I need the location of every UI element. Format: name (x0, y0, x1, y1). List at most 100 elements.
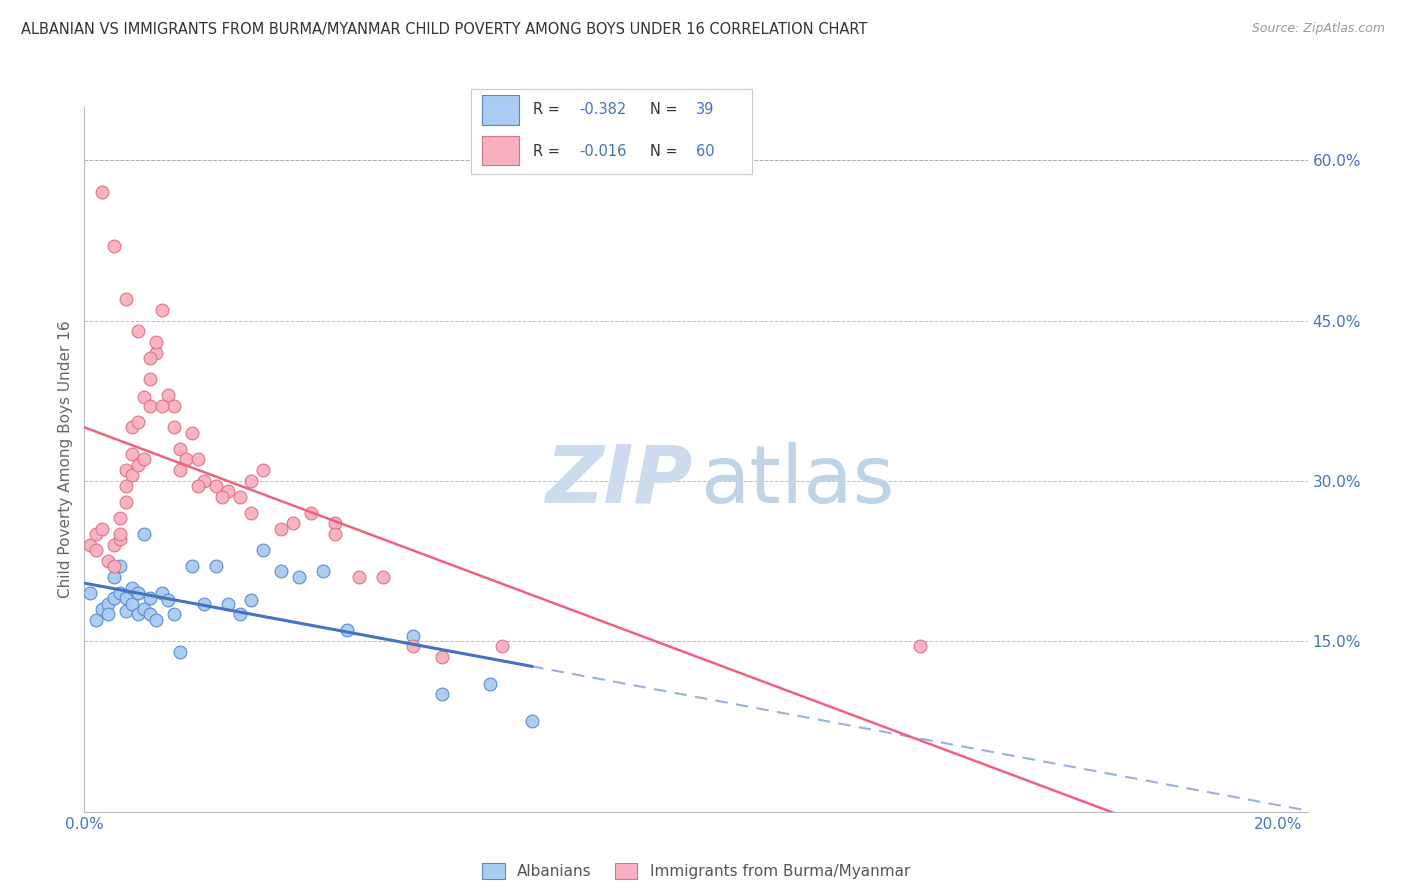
Point (288, 570, 311, 584)
Point (108, 586, 131, 600)
Point (336, 624, 359, 638)
Point (127, 324, 149, 338)
Point (193, 474, 215, 488)
Point (132, 452, 155, 467)
Point (270, 565, 292, 579)
Point (97, 597, 120, 611)
Point (115, 463, 138, 477)
Text: ZIP: ZIP (546, 442, 692, 519)
Text: -0.382: -0.382 (579, 103, 627, 118)
Text: Source: ZipAtlas.com: Source: ZipAtlas.com (1251, 22, 1385, 36)
Point (156, 388, 179, 402)
Text: N =: N = (650, 144, 682, 159)
Point (103, 570, 125, 584)
Point (108, 559, 131, 574)
Point (187, 479, 209, 493)
Point (121, 597, 143, 611)
Point (432, 687, 454, 701)
Point (79, 586, 101, 600)
Point (180, 559, 202, 574)
Point (115, 495, 138, 509)
Point (163, 399, 186, 413)
Bar (482, 136, 519, 165)
Point (163, 607, 186, 622)
Point (127, 415, 149, 429)
Point (103, 559, 125, 574)
Point (323, 527, 346, 541)
Point (491, 639, 513, 653)
Text: N =: N = (650, 103, 682, 118)
Point (121, 468, 143, 483)
Point (163, 420, 186, 434)
Point (169, 442, 191, 456)
Point (127, 586, 149, 600)
Point (211, 490, 233, 504)
Point (180, 425, 202, 440)
Point (91, 186, 114, 200)
Point (132, 602, 155, 616)
Point (121, 420, 143, 434)
Point (108, 533, 131, 547)
Point (150, 399, 173, 413)
Point (150, 302, 173, 317)
Point (169, 644, 191, 658)
Point (108, 511, 131, 525)
Text: -0.016: -0.016 (579, 144, 627, 159)
Point (84, 613, 107, 627)
Point (103, 591, 125, 606)
Point (217, 484, 239, 499)
Point (252, 543, 274, 558)
Point (187, 452, 209, 467)
Point (132, 391, 155, 405)
Point (204, 479, 226, 493)
Point (121, 581, 143, 595)
Point (371, 570, 394, 584)
Point (103, 538, 125, 552)
Point (115, 479, 138, 493)
Point (115, 604, 138, 618)
Point (108, 527, 131, 541)
Text: ALBANIAN VS IMMIGRANTS FROM BURMA/MYANMAR CHILD POVERTY AMONG BOYS UNDER 16 CORR: ALBANIAN VS IMMIGRANTS FROM BURMA/MYANMA… (21, 22, 868, 37)
Point (97, 554, 120, 568)
Point (323, 516, 346, 531)
Point (139, 591, 162, 606)
Point (91, 602, 114, 616)
Point (115, 591, 138, 606)
Point (401, 628, 423, 642)
Text: 60: 60 (696, 144, 714, 159)
Point (127, 607, 149, 622)
Point (479, 676, 502, 690)
Point (520, 714, 543, 728)
Point (252, 463, 274, 477)
Point (174, 452, 197, 467)
Point (240, 474, 263, 488)
Point (169, 463, 191, 477)
Point (84, 527, 107, 541)
Point (127, 458, 149, 472)
Bar (482, 95, 519, 125)
Point (240, 506, 263, 520)
Legend: Albanians, Immigrants from Burma/Myanmar: Albanians, Immigrants from Burma/Myanmar (475, 857, 917, 885)
Point (79, 538, 101, 552)
Point (401, 639, 423, 653)
Point (432, 649, 454, 664)
Point (299, 506, 322, 520)
Point (139, 607, 162, 622)
Point (908, 639, 931, 653)
Point (228, 490, 250, 504)
Text: R =: R = (533, 103, 564, 118)
Point (84, 543, 107, 558)
Point (240, 593, 263, 607)
Point (139, 399, 162, 413)
Text: atlas: atlas (700, 442, 894, 519)
Point (132, 527, 155, 541)
Text: 39: 39 (696, 103, 714, 118)
Point (103, 239, 125, 253)
Point (145, 334, 167, 349)
Point (217, 597, 239, 611)
Point (139, 351, 162, 365)
Point (283, 516, 305, 531)
Text: R =: R = (533, 144, 564, 159)
Point (312, 565, 335, 579)
Point (193, 597, 215, 611)
